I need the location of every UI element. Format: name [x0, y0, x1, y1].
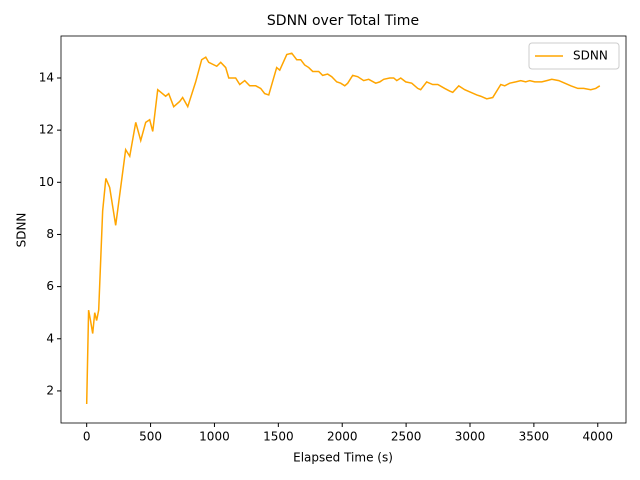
x-tick-label: 500: [139, 430, 162, 444]
x-tick-label: 3500: [519, 430, 550, 444]
y-axis-label: SDNN: [15, 213, 29, 248]
x-tick-label: 2500: [391, 430, 422, 444]
y-tick-label: 14: [39, 70, 54, 84]
x-tick-label: 3000: [455, 430, 486, 444]
y-tick-label: 4: [46, 331, 54, 345]
y-tick-label: 8: [46, 227, 54, 241]
plot-frame: [60, 35, 627, 424]
legend-box: [528, 42, 620, 70]
y-tick-label: 6: [46, 279, 54, 293]
x-tick-label: 0: [83, 430, 91, 444]
chart-title: SDNN over Total Time: [267, 13, 419, 29]
y-tick-label: 2: [46, 383, 54, 397]
x-tick-label: 1500: [263, 430, 294, 444]
legend-label: SDNN: [573, 49, 608, 63]
data-line: [85, 52, 601, 404]
x-tick-label: 4000: [582, 430, 613, 444]
y-tick-label: 12: [39, 123, 54, 137]
x-tick-label: 1000: [199, 430, 230, 444]
y-tick-label: 10: [39, 175, 54, 189]
x-tick-label: 2000: [327, 430, 358, 444]
x-axis-label: Elapsed Time (s): [293, 451, 393, 465]
